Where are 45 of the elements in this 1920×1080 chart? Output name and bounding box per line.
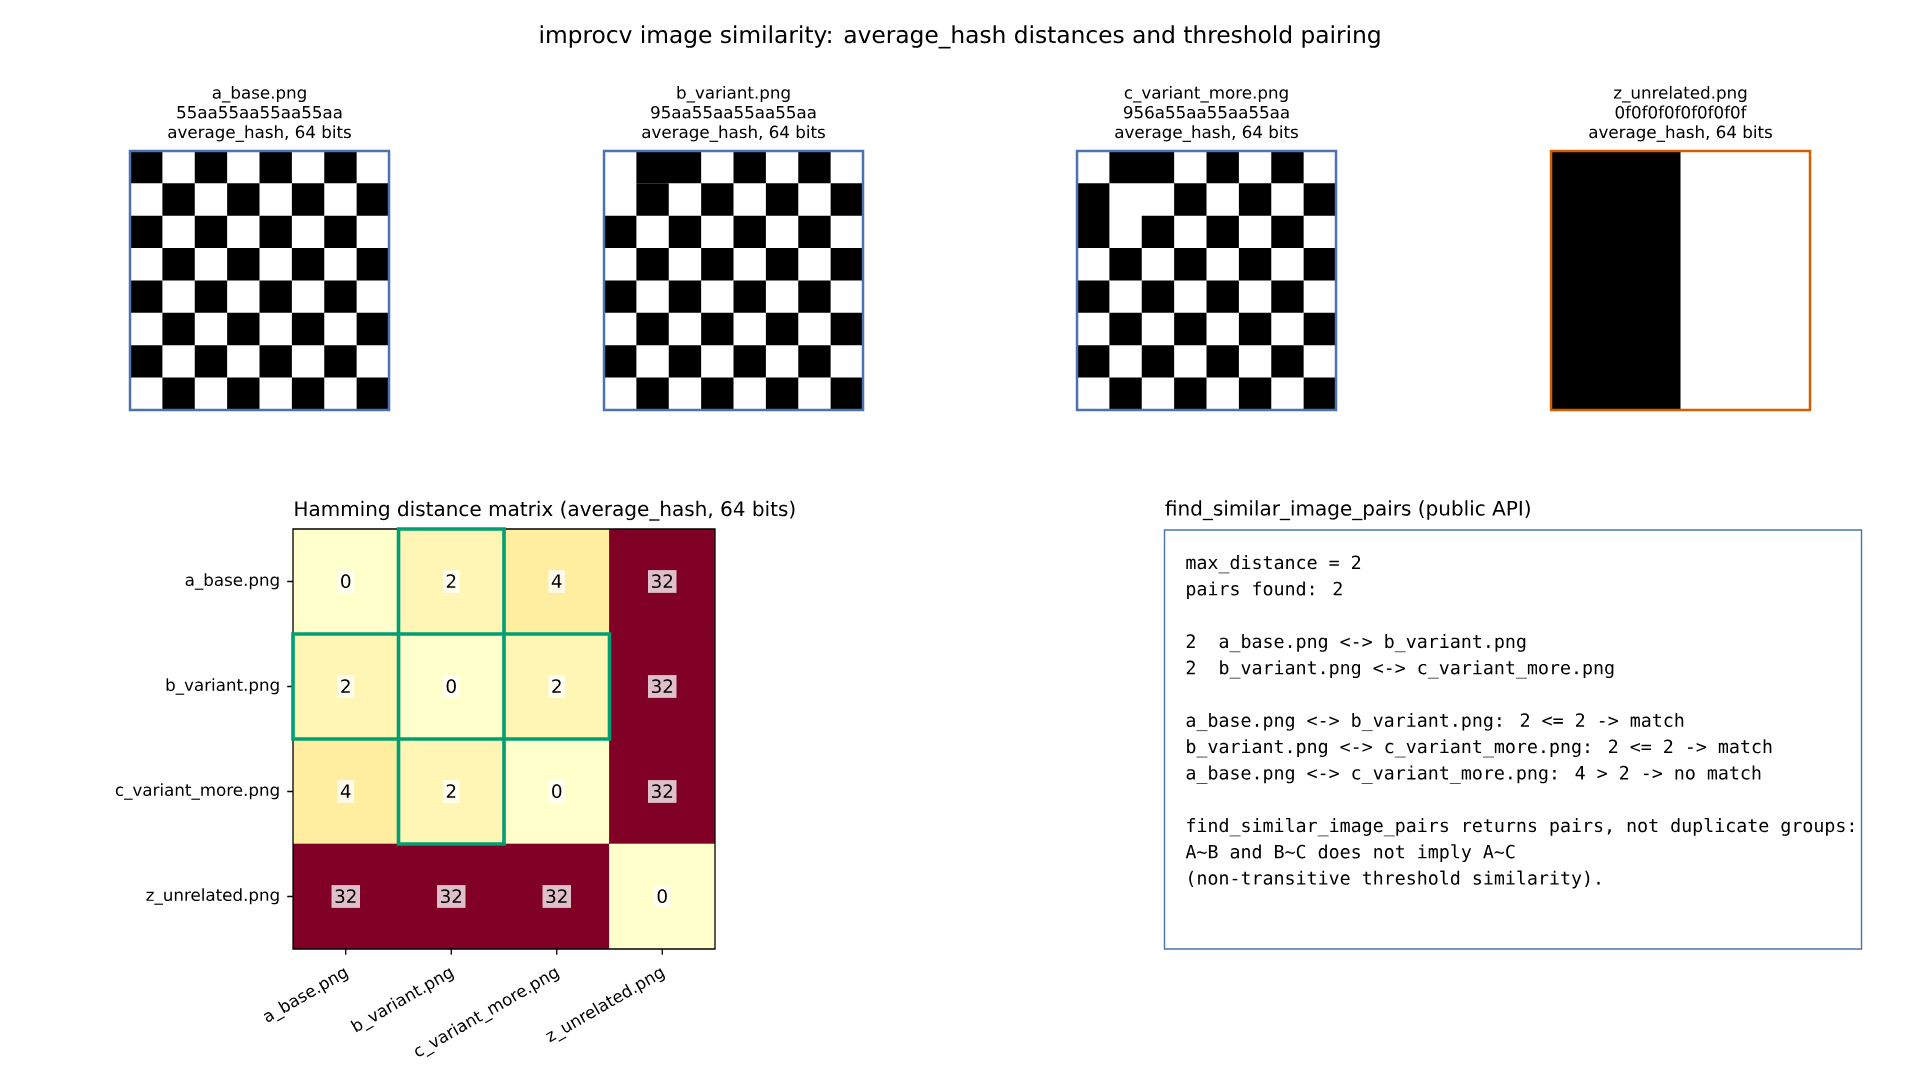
text: c_variant_more.png (1124, 85, 1288, 103)
text: 95aa55aa55aa55aa (651, 105, 816, 119)
text: b_variant.png (677, 85, 790, 103)
text: improcv image similarity: average_hash distances and threshold pairing (540, 25, 1380, 49)
text: find_similar_image_pairs returns pairs, not duplicate groups: (1187, 817, 1854, 837)
y-tick-label: a_base.png (185, 573, 279, 590)
data-label: 2 (341, 679, 350, 693)
text: pairs found: 2 (1187, 581, 1342, 600)
data-label: 0 (552, 784, 562, 799)
data-label: 32 (441, 889, 462, 904)
data-label: 32 (652, 784, 673, 799)
data-label: 4 (551, 574, 562, 588)
y-tick-label: b_variant.png (166, 678, 279, 695)
text: (non-transitive threshold similarity). (1189, 870, 1600, 889)
data-label: 32 (652, 679, 673, 694)
data-label: 0 (657, 889, 667, 904)
text: average_hash, 64 bits (1115, 125, 1298, 142)
data-label: 2 (446, 574, 456, 588)
text: average_hash, 64 bits (1589, 125, 1772, 142)
y-tick-label: c_variant_more.png (115, 783, 279, 800)
data-label: 2 (446, 784, 456, 798)
text: z_unrelated.png (1614, 85, 1747, 103)
text: a_base.png <-> b_variant.png: 2 <= 2 -> match (1186, 712, 1684, 732)
data-label: 0 (341, 574, 351, 589)
text: average_hash, 64 bits (642, 125, 825, 142)
text: 55aa55aa55aa55aa (177, 106, 342, 119)
text: 2 a_base.png <-> b_variant.png (1186, 633, 1526, 653)
text: 956a55aa55aa55aa (1123, 105, 1289, 119)
data-label: 0 (446, 679, 456, 694)
text: 0f0f0f0f0f0f0f0f (1615, 105, 1747, 119)
text: a_base.png <-> c_variant_more.png: 4 > 2 -> no match (1186, 765, 1761, 784)
data-label: 32 (652, 574, 673, 589)
text: max_distance = 2 (1186, 555, 1361, 574)
data-label: 2 (552, 679, 561, 693)
text: average_hash, 64 bits (168, 125, 351, 142)
data-label: 32 (335, 889, 356, 904)
text: find_similar_image_pairs (public API) (1165, 500, 1530, 521)
text: A~B and B~C does not imply A~C (1185, 844, 1515, 863)
data-label: 32 (546, 889, 567, 904)
text: a_base.png (212, 85, 306, 103)
data-label: 4 (340, 784, 351, 798)
y-tick-label: z_unrelated.png (146, 888, 279, 905)
chart-title: Hamming distance matrix (average_hash, 64 bits) (295, 500, 795, 521)
text: b_variant.png <-> c_variant_more.png: 2 <= 2 -> match (1187, 739, 1772, 758)
text: 2 b_variant.png <-> c_variant_more.png (1186, 660, 1614, 679)
